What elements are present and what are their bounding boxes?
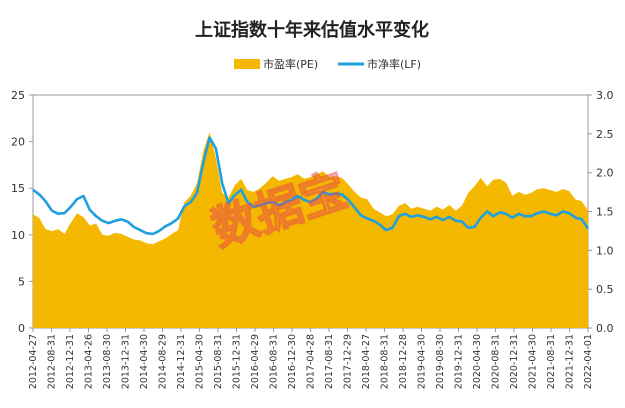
x-tick-label: 2013-08-30 xyxy=(102,334,113,389)
legend-label-pe: 市盈率(PE) xyxy=(263,57,318,71)
y-left-tick-label: 5 xyxy=(18,275,25,288)
x-tick-label: 2012-08-31 xyxy=(47,334,58,389)
y-axis-left: 0 5 10 15 20 25 xyxy=(11,89,33,335)
x-axis: 2012-04-27 2012-08-31 2012-12-31 2013-04-26… xyxy=(28,328,594,389)
x-tick-label: 2016-08-31 xyxy=(269,334,280,389)
x-tick-label: 2014-04-30 xyxy=(139,334,150,389)
x-tick-label: 2021-08-31 xyxy=(546,334,557,389)
y-axis-right: 0.0 0.5 1.0 1.5 2.0 2.5 3.0 xyxy=(588,89,614,335)
x-tick-label: 2022-04-01 xyxy=(583,334,594,389)
x-tick-label: 2020-08-31 xyxy=(491,334,502,389)
x-tick-label: 2014-08-29 xyxy=(158,334,169,389)
x-tick-label: 2016-04-29 xyxy=(250,334,261,389)
x-tick-label: 2012-12-31 xyxy=(65,334,76,389)
y-right-tick-label: 2.0 xyxy=(596,167,614,180)
y-left-tick-label: 25 xyxy=(11,89,25,102)
x-tick-label: 2016-12-30 xyxy=(287,334,298,389)
x-tick-label: 2015-08-31 xyxy=(213,334,224,389)
legend-label-pb: 市净率(LF) xyxy=(367,57,421,71)
y-right-tick-label: 1.5 xyxy=(596,206,614,219)
x-tick-label: 2021-04-30 xyxy=(528,334,539,389)
x-tick-label: 2013-12-31 xyxy=(121,334,132,389)
y-right-tick-label: 3.0 xyxy=(596,89,614,102)
x-tick-label: 2019-04-30 xyxy=(417,334,428,389)
chart-title: 上证指数十年来估值水平变化 xyxy=(195,19,429,41)
x-tick-label: 2021-12-31 xyxy=(565,334,576,389)
x-tick-label: 2019-12-31 xyxy=(454,334,465,389)
series-area-pe xyxy=(33,132,588,328)
x-tick-label: 2017-12-29 xyxy=(343,334,354,389)
y-left-tick-label: 0 xyxy=(18,322,25,335)
x-tick-label: 2017-08-31 xyxy=(324,334,335,389)
x-tick-label: 2018-04-27 xyxy=(361,334,372,389)
x-tick-label: 2018-08-31 xyxy=(380,334,391,389)
x-tick-label: 2019-08-30 xyxy=(435,334,446,389)
x-tick-label: 2013-04-26 xyxy=(84,334,95,389)
legend: 市盈率(PE) 市净率(LF) xyxy=(234,57,421,71)
x-tick-label: 2014-12-31 xyxy=(176,334,187,389)
x-tick-label: 2015-12-31 xyxy=(232,334,243,389)
y-left-tick-label: 10 xyxy=(11,229,25,242)
y-left-tick-label: 15 xyxy=(11,182,25,195)
series-line-pb xyxy=(32,136,590,236)
y-right-tick-label: 0.5 xyxy=(596,283,614,296)
y-left-tick-label: 20 xyxy=(11,136,25,149)
y-right-tick-label: 2.5 xyxy=(596,128,614,141)
x-tick-label: 2020-04-30 xyxy=(472,334,483,389)
legend-swatch-pe xyxy=(234,59,260,69)
x-tick-label: 2015-04-30 xyxy=(195,334,206,389)
x-tick-label: 2012-04-27 xyxy=(28,334,39,389)
x-tick-label: 2017-04-28 xyxy=(306,334,317,389)
y-right-tick-label: 0.0 xyxy=(596,322,614,335)
x-tick-label: 2018-12-28 xyxy=(398,334,409,389)
y-right-tick-label: 1.0 xyxy=(596,244,614,257)
x-tick-label: 2020-12-31 xyxy=(509,334,520,389)
